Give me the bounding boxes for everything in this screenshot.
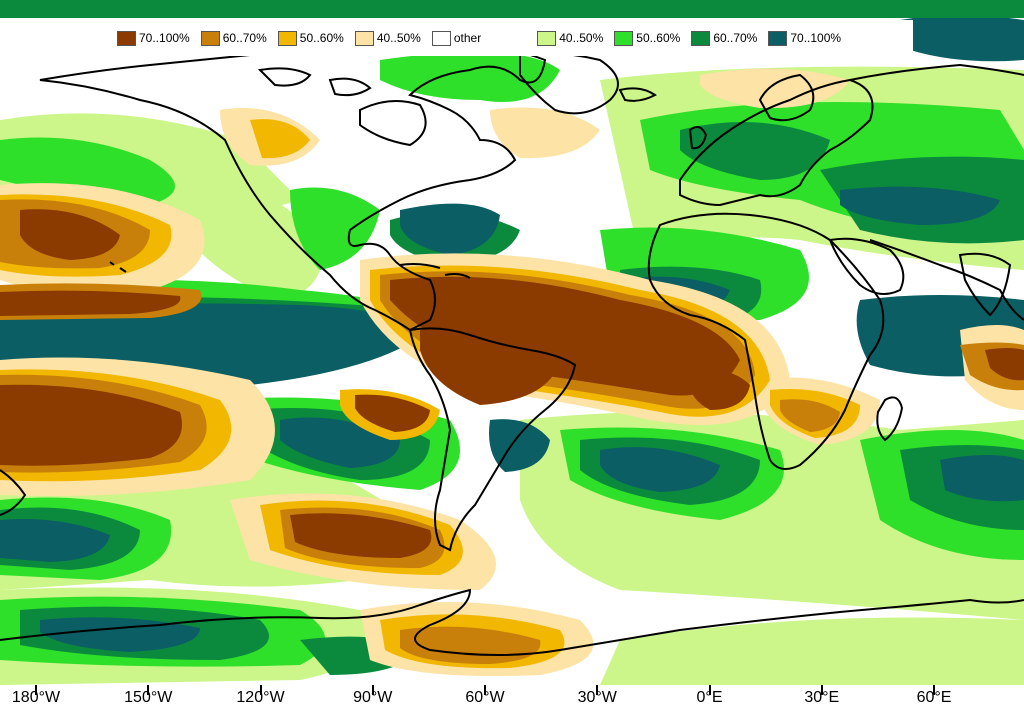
tick-mark [259, 685, 262, 695]
coastline-hawaii [109, 261, 127, 273]
map-panel: 70..100% 60..70% 50..60% 40..50% other 40..50… [0, 0, 1024, 685]
coastline-antarctica [0, 588, 1024, 656]
tick-mark [820, 685, 823, 695]
region-dark-brown [355, 394, 430, 432]
region-dark-green [680, 122, 830, 180]
tick-mark [708, 685, 711, 695]
coastline-south-america [408, 327, 577, 552]
region-bright-green [380, 52, 560, 102]
region-light-tan [490, 107, 600, 159]
legend-label: 60..70% [713, 31, 758, 45]
legend-item: 60..70% [691, 30, 758, 46]
region-teal [840, 186, 1000, 225]
legend-label: 50..60% [299, 31, 344, 45]
legend-item: 40..50% [354, 30, 421, 46]
coastline-pacific-islands [0, 469, 27, 516]
region-teal [900, 15, 1024, 62]
coastline-arctic-islands [257, 67, 657, 102]
legend-item: 50..60% [614, 30, 681, 46]
region-teal [400, 203, 500, 255]
tick-label: 150°W [124, 689, 173, 706]
tick-label: 120°W [236, 689, 285, 706]
x-axis: 180°W 150°W 120°W 90°W 60°W 30°W 0°E 30°E 60°E [0, 685, 1024, 720]
legend-label: 60..70% [222, 31, 267, 45]
region-dark-brown [420, 328, 560, 405]
region-light-green [600, 617, 1024, 685]
coastline-africa [647, 212, 885, 470]
coastline-madagascar [876, 396, 904, 442]
legend-swatch [277, 30, 297, 46]
region-dark-brown [290, 513, 432, 558]
probability-map [0, 0, 1024, 685]
tick-label: 180°W [11, 689, 61, 706]
legend-label: other [453, 31, 482, 45]
coastline-scandinavia [758, 73, 815, 122]
legend-item: 60..70% [200, 30, 267, 46]
coastline-asia [849, 63, 1024, 321]
legend-label: 70..100% [790, 31, 842, 45]
coastline-caribbean [399, 263, 471, 279]
tick-label: 0°E [696, 689, 723, 706]
tick-mark [596, 685, 599, 695]
region-mid-brown [780, 399, 840, 432]
legend-swatch [691, 30, 711, 46]
region-dark-brown [390, 276, 740, 396]
coastline-arabia [828, 237, 905, 295]
region-bright-green [290, 187, 380, 270]
tick-mark [933, 685, 935, 695]
legend-swatch [768, 30, 788, 46]
region-teal [0, 519, 110, 562]
legend-label: 70..100% [139, 31, 190, 45]
legend-item: other [431, 30, 482, 46]
legend-swatch [614, 30, 634, 46]
tick-label: 30°W [577, 689, 617, 706]
tick-mark [35, 685, 37, 695]
legend-label: 40..50% [559, 31, 604, 45]
legend-swatch [431, 30, 451, 46]
tick-mark [371, 685, 374, 695]
region-dark-brown [20, 209, 120, 260]
probability-regions [0, 15, 1024, 685]
tick-mark [147, 685, 150, 695]
coastline-britain [688, 125, 708, 150]
legend-label: 50..60% [636, 31, 681, 45]
legend-swatch [537, 30, 557, 46]
coastlines [0, 41, 1024, 656]
legend-item: 40..50% [537, 30, 604, 46]
region-dark-brown [985, 348, 1024, 381]
region-dark-brown [689, 369, 750, 410]
region-teal [600, 447, 720, 492]
coastline-hudson [359, 100, 427, 147]
legend-swatch [117, 30, 136, 46]
region-gold [250, 119, 310, 159]
legend-label: 40..50% [376, 31, 421, 45]
region-dark-brown [0, 384, 182, 466]
legend-item: 70..100% [768, 30, 842, 46]
region-teal [940, 455, 1024, 502]
coastline-europe [679, 78, 874, 207]
top-band [0, 0, 1024, 18]
region-light-green [180, 178, 322, 300]
tick-mark [484, 685, 486, 695]
legend-item: 50..60% [277, 30, 344, 46]
legend-swatch [354, 30, 374, 46]
tick-label: 60°E [916, 689, 952, 706]
legend: 70..100% 60..70% 50..60% 40..50% other 40..50… [111, 20, 913, 56]
region-teal [489, 419, 550, 472]
tick-label: 90°W [353, 689, 393, 706]
region-dark-brown [0, 290, 181, 316]
legend-swatch [200, 30, 220, 46]
tick-label: 60°W [465, 689, 505, 706]
tick-label: 30°E [804, 689, 840, 706]
legend-item: 70..100% [117, 30, 190, 46]
coastline-india [958, 252, 1012, 317]
